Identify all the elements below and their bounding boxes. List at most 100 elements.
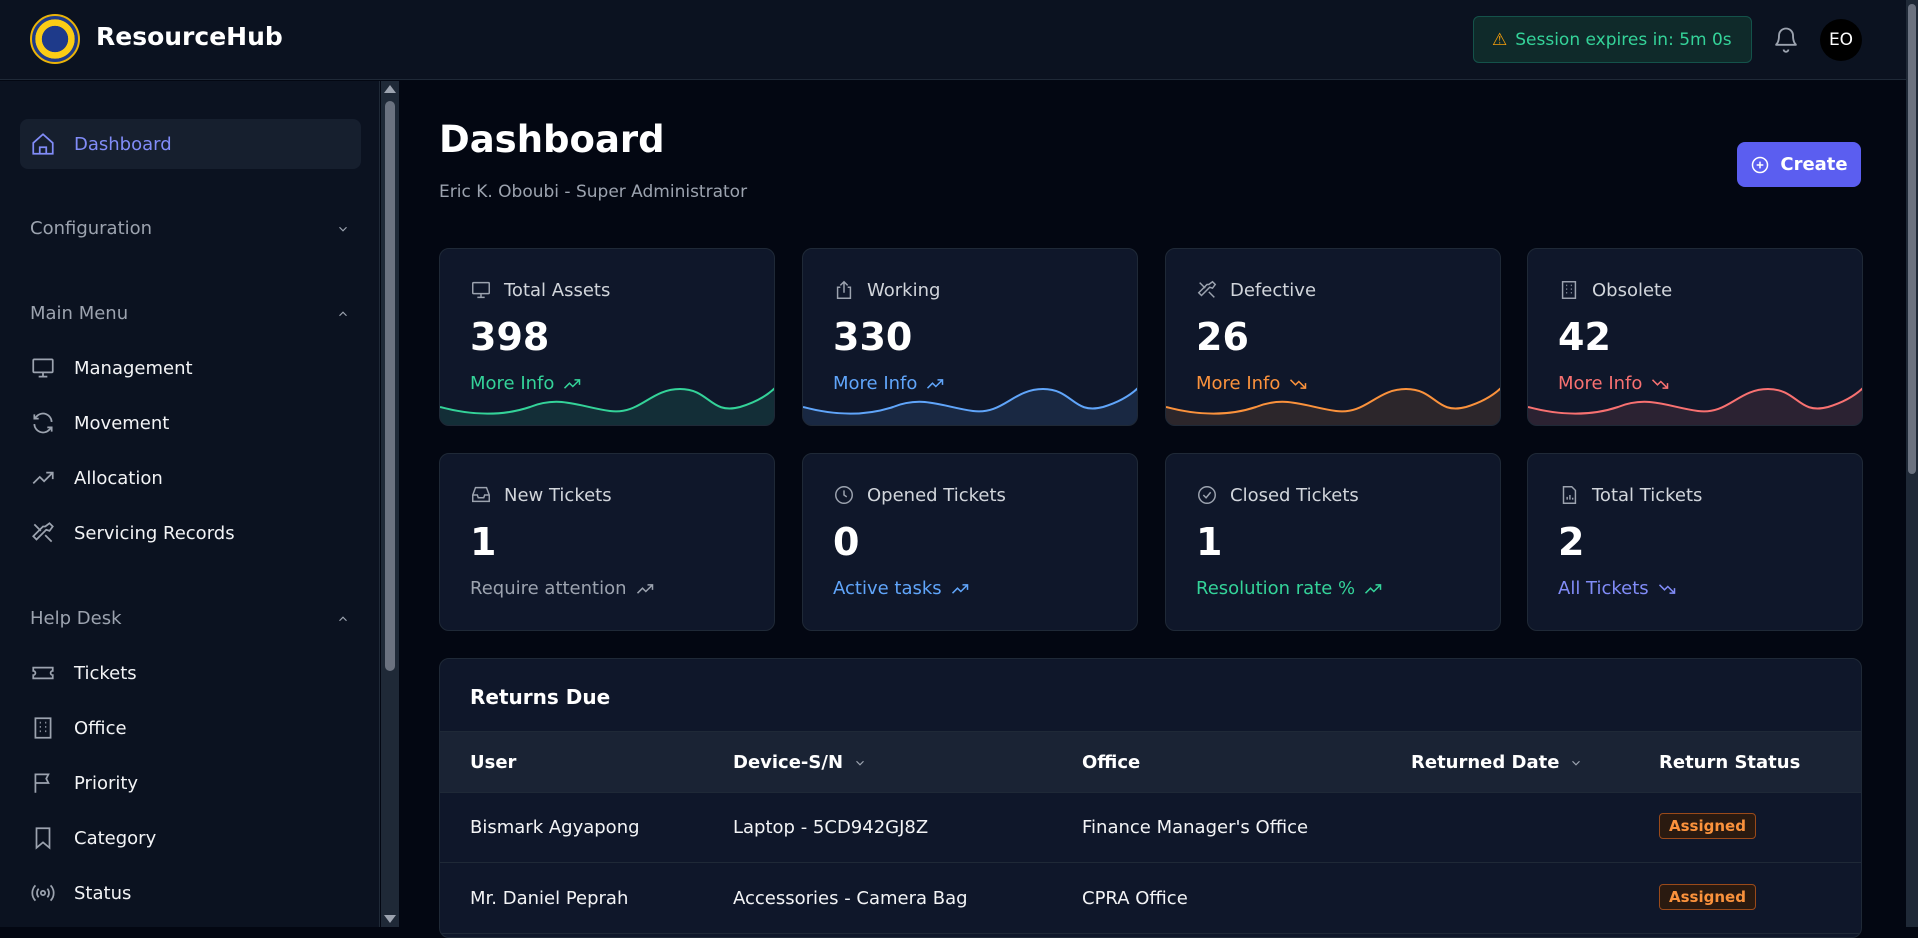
stat-value: 398 (470, 315, 550, 359)
stat-card-working[interactable]: Working 330 More Info (802, 248, 1138, 426)
ticket-link[interactable]: Active tasks (833, 578, 970, 599)
session-text: Session expires in: 5m 0s (1515, 29, 1732, 50)
sidebar-item-label: Office (74, 717, 127, 739)
sidebar-item-label: Servicing Records (74, 522, 235, 544)
ticket-value: 1 (470, 520, 497, 564)
tools-icon (1197, 280, 1217, 298)
chevron-down-icon (856, 760, 864, 766)
page-title: Dashboard (439, 118, 665, 161)
flag-icon (34, 773, 50, 793)
ticket-link[interactable]: Resolution rate % (1196, 578, 1383, 599)
sidebar-item-label: Management (74, 357, 193, 379)
home-icon (32, 133, 54, 155)
table-row[interactable]: Mr. Daniel Peprah Accessories - Camera B… (440, 864, 1861, 934)
ticket-card-total[interactable]: Total Tickets 2 All Tickets (1527, 453, 1863, 631)
section-configuration[interactable]: Configuration (30, 218, 350, 239)
chevron-down-icon (339, 226, 347, 232)
status-badge: Assigned (1659, 813, 1756, 839)
ticket-card-new[interactable]: New Tickets 1 Require attention (439, 453, 775, 631)
table-title: Returns Due (470, 685, 611, 709)
ticket-link[interactable]: Require attention (470, 578, 655, 599)
trending-up-icon (32, 471, 54, 485)
stat-card-obsolete[interactable]: Obsolete 42 More Info (1527, 248, 1863, 426)
bell-icon[interactable] (1772, 24, 1800, 54)
broadcast-icon (31, 884, 55, 902)
returns-due-table: Returns Due User Device-S/N Office Retur… (439, 658, 1862, 938)
clock-icon (835, 486, 853, 504)
more-info-link[interactable]: More Info (1196, 373, 1308, 394)
sidebar-item-allocation[interactable]: Allocation (20, 453, 361, 503)
stat-value: 330 (833, 315, 913, 359)
page-scrollbar[interactable] (1906, 0, 1918, 927)
trending-up-icon (951, 583, 968, 594)
chevron-down-icon (1572, 760, 1581, 766)
sidebar-item-priority[interactable]: Priority (20, 758, 361, 808)
sidebar-scrollbar[interactable] (381, 81, 399, 927)
refresh-icon (33, 412, 53, 434)
session-timer: ⚠ Session expires in: 5m 0s (1473, 16, 1752, 63)
file-chart-icon (1562, 486, 1577, 504)
building-icon (1561, 281, 1577, 299)
stat-card-total-assets[interactable]: Total Assets 398 More Info (439, 248, 775, 426)
sidebar-item-label: Tickets (74, 662, 137, 684)
cell-device: Laptop - 5CD942GJ8Z (733, 817, 929, 838)
cell-office: CPRA Office (1082, 888, 1188, 909)
brand-name[interactable]: ResourceHub (96, 22, 283, 51)
sparkline (803, 387, 1137, 425)
sparkline (1166, 387, 1500, 425)
logo-icon[interactable] (30, 14, 80, 64)
stat-card-defective[interactable]: Defective 26 More Info (1165, 248, 1501, 426)
sidebar-item-management[interactable]: Management (20, 343, 361, 393)
more-info-link[interactable]: More Info (1558, 373, 1670, 394)
warning-icon: ⚠ (1492, 29, 1508, 50)
ticket-label: Closed Tickets (1230, 484, 1359, 506)
sidebar-item-dashboard[interactable]: Dashboard (20, 119, 361, 169)
create-button[interactable]: Create (1737, 142, 1861, 187)
chevron-up-icon (339, 615, 347, 621)
more-info-link[interactable]: More Info (833, 373, 945, 394)
ticket-value: 2 (1558, 520, 1585, 564)
sidebar-item-label: Status (74, 882, 132, 904)
more-info-link[interactable]: More Info (470, 373, 582, 394)
sparkline (1528, 387, 1862, 425)
avatar[interactable]: EO (1820, 19, 1862, 61)
ticket-card-closed[interactable]: Closed Tickets 1 Resolution rate % (1165, 453, 1501, 631)
page-subtitle: Eric K. Oboubi - Super Administrator (439, 182, 748, 202)
sidebar: Dashboard Configuration Main Menu Manage… (0, 81, 380, 927)
column-header-returned-date[interactable]: Returned Date (1411, 752, 1583, 773)
sidebar-item-label: Allocation (74, 467, 163, 489)
monitor-icon (32, 358, 54, 378)
sidebar-item-label: Category (74, 827, 157, 849)
sidebar-item-tickets[interactable]: Tickets (20, 648, 361, 698)
ticket-value: 1 (1196, 520, 1223, 564)
section-label: Main Menu (30, 303, 129, 324)
building-icon (34, 717, 52, 739)
trending-down-icon (1290, 378, 1307, 389)
cell-user: Bismark Agyapong (470, 817, 640, 838)
ticket-value: 0 (833, 520, 860, 564)
top-bar: ResourceHub ⚠ Session expires in: 5m 0s … (0, 0, 1906, 80)
sparkline (440, 387, 774, 425)
ticket-link[interactable]: All Tickets (1558, 578, 1677, 599)
section-main-menu[interactable]: Main Menu (30, 303, 350, 324)
sidebar-item-office[interactable]: Office (20, 703, 361, 753)
column-header-device[interactable]: Device-S/N (733, 752, 867, 773)
section-help-desk[interactable]: Help Desk (30, 608, 350, 629)
table-row[interactable]: Bismark Agyapong Laptop - 5CD942GJ8Z Fin… (440, 793, 1861, 863)
stat-label: Obsolete (1592, 279, 1673, 301)
sidebar-item-servicing-records[interactable]: Servicing Records (20, 508, 361, 558)
ticket-icon (32, 666, 54, 680)
sidebar-item-movement[interactable]: Movement (20, 398, 361, 448)
stat-value: 42 (1558, 315, 1611, 359)
sidebar-item-status[interactable]: Status (20, 868, 361, 918)
plus-circle-icon (1752, 156, 1769, 173)
ticket-label: Opened Tickets (867, 484, 1006, 506)
sidebar-item-category[interactable]: Category (20, 813, 361, 863)
cell-device: Accessories - Camera Bag (733, 888, 968, 909)
cell-user: Mr. Daniel Peprah (470, 888, 629, 909)
column-header-user: User (470, 752, 517, 773)
chevron-up-icon (339, 310, 347, 316)
section-label: Help Desk (30, 608, 122, 629)
trending-down-icon (1652, 378, 1669, 389)
ticket-card-opened[interactable]: Opened Tickets 0 Active tasks (802, 453, 1138, 631)
